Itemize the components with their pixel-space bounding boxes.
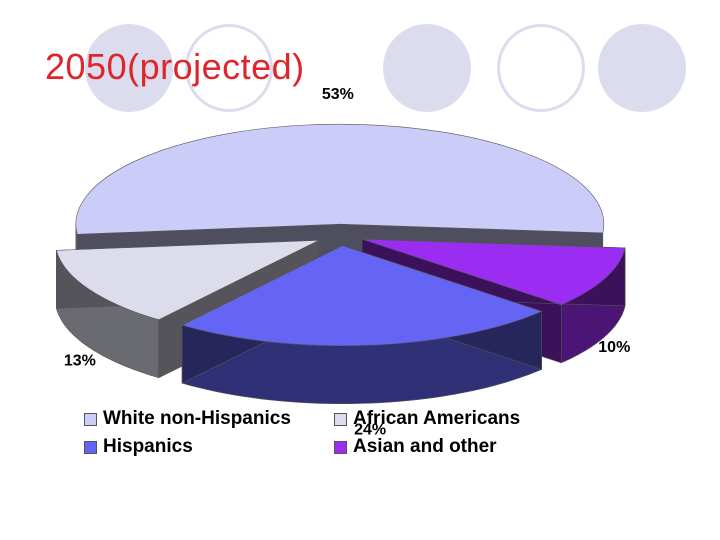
data-label-asian-and-other: 10% <box>598 339 630 356</box>
pie-slice-asian-and-other <box>361 238 626 306</box>
decorative-circle-1 <box>85 24 173 112</box>
chart-legend: White non-Hispanics African Americans Hi… <box>84 408 604 458</box>
legend-label: African Americans <box>353 408 521 429</box>
data-label-african-americans: 13% <box>64 352 96 369</box>
legend-swatch-white-non-hispanics <box>84 412 97 426</box>
legend-swatch-hispanics <box>84 440 97 454</box>
decorative-circle-4 <box>497 24 585 112</box>
slide-title: 2050(projected) <box>45 46 305 87</box>
legend-label: Hispanics <box>103 436 193 457</box>
decorative-circle-5 <box>598 24 686 112</box>
legend-item-african-americans: African Americans <box>334 408 584 430</box>
pie-slice-hispanics <box>181 245 543 347</box>
data-label-white-non-hispanics: 53% <box>322 86 354 103</box>
decorative-circle-3 <box>383 24 471 112</box>
legend-swatch-african-americans <box>334 412 347 426</box>
data-label-hispanics: 24% <box>354 421 386 438</box>
pie-slice-african-americans <box>56 239 320 321</box>
legend-label: White non-Hispanics <box>103 408 291 429</box>
legend-swatch-asian-and-other <box>334 440 347 454</box>
legend-item-hispanics: Hispanics <box>84 436 334 458</box>
pie-slice-white-non-hispanics <box>75 123 605 235</box>
legend-item-asian-and-other: Asian and other <box>334 436 584 458</box>
decorative-circle-2 <box>185 24 273 112</box>
legend-label: Asian and other <box>353 436 497 457</box>
legend-item-white-non-hispanics: White non-Hispanics <box>84 408 334 430</box>
